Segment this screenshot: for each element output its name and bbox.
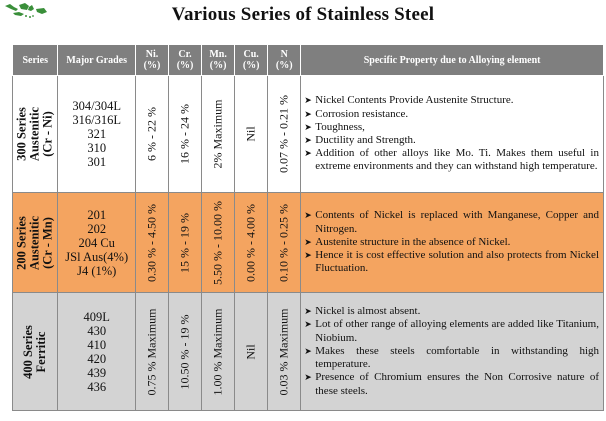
- list-item: ➤ Austenite structure in the absence of N…: [304, 235, 511, 248]
- stainless-steel-table: Series Major Grades Ni. (%) Cr. (%) Mn. (%)…: [11, 44, 604, 411]
- grades-cell: 409L 430 410 420 439 436: [57, 292, 136, 411]
- series-name: 300 Series Austenitic (Cr - Ni): [14, 106, 55, 162]
- series-name: 400 Series Ferritic: [21, 324, 49, 379]
- arrow-bullet-icon: ➤: [304, 210, 312, 221]
- table-row-300-series: 300 Series Austenitic (Cr - Ni) 304/304L 31…: [11, 75, 604, 193]
- series-cell: 400 Series Ferritic: [11, 292, 59, 411]
- list-item: ➤ Toughness,: [304, 120, 365, 133]
- n-cell: 0.03 % Maximum: [267, 292, 302, 411]
- ni-cell: 0.75 % Maximum: [134, 292, 170, 411]
- list-item: ➤ Ductility and Strength.: [304, 134, 416, 146]
- cu-cell: 0.00 % - 4.00 %: [234, 192, 269, 293]
- series-name: 200 Series Austenitic (Cr - Mn): [14, 215, 55, 270]
- mn-cell: 5.50 % - 10.00 %: [201, 192, 236, 293]
- series-cell: 200 Series Austenitic (Cr - Mn): [11, 192, 59, 293]
- ni-cell: 0.30 % - 4.50 %: [134, 192, 170, 293]
- arrow-bullet-icon: ➤: [304, 148, 312, 159]
- cu-cell: Nil: [234, 292, 269, 411]
- property-cell: ➤ Contents of Nickel is replaced with Man…: [300, 192, 604, 293]
- arrow-bullet-icon: ➤: [304, 121, 312, 132]
- header-cr: Cr. (%): [167, 44, 203, 76]
- list-item: ➤ Contents of Nickel is replaced with Man…: [304, 209, 599, 235]
- list-item: ➤ Lot of other range of alloying elements…: [304, 318, 599, 344]
- series-cell: 300 Series Austenitic (Cr - Ni): [11, 75, 59, 193]
- cr-cell: 10.50 % - 19 %: [167, 292, 203, 411]
- arrow-bullet-icon: ➤: [304, 95, 312, 106]
- ni-cell: 6 % - 22 %: [134, 75, 170, 193]
- n-cell: 0.10 % - 0.25 %: [267, 192, 302, 293]
- arrow-bullet-icon: ➤: [304, 135, 312, 145]
- arrow-bullet-icon: ➤: [304, 345, 312, 356]
- header-row: Series Major Grades Ni. (%) Cr. (%) Mn. (%)…: [11, 44, 604, 76]
- header-grades: Major Grades: [57, 44, 136, 76]
- arrow-bullet-icon: ➤: [304, 372, 312, 383]
- property-cell: ➤ Nickel Contents Provide Austenite Struc…: [300, 75, 604, 193]
- cu-cell: Nil: [234, 75, 269, 193]
- n-cell: 0.07 % - 0.21 %: [267, 75, 302, 193]
- mn-cell: 1.00 % Maximum: [201, 292, 236, 411]
- list-item: ➤ Hence it is cost effective solution and…: [304, 249, 599, 275]
- cr-cell: 16 % - 24 %: [167, 75, 203, 193]
- list-item: ➤ Makes these steels comfortable in withs…: [304, 344, 599, 371]
- property-cell: ➤ Nickel is almost absent. ➤ Lot of other …: [300, 292, 604, 411]
- list-item: ➤ Nickel Contents Provide Austenite Struc…: [304, 94, 514, 107]
- list-item: ➤ Corrosion resistance.: [304, 107, 409, 120]
- table-row-400-series: 400 Series Ferritic 409L 430 410 420 439 436 0…: [11, 292, 604, 411]
- header-n: N (%): [267, 44, 302, 76]
- arrow-bullet-icon: ➤: [304, 236, 312, 247]
- list-item: ➤ Nickel is almost absent.: [304, 305, 421, 318]
- cr-cell: 15 % - 19 %: [167, 192, 203, 293]
- arrow-bullet-icon: ➤: [304, 319, 312, 330]
- arrow-bullet-icon: ➤: [304, 108, 312, 119]
- header-cu: Cu. (%): [234, 44, 269, 76]
- grades-cell: 201 202 204 Cu JSl Aus(4%) J4 (1%): [57, 192, 136, 293]
- arrow-bullet-icon: ➤: [304, 250, 312, 261]
- list-item: ➤ Presence of Chromium ensures the Non Co…: [304, 371, 599, 397]
- indonesia-map-logo-icon: [5, 3, 47, 18]
- header-series: Series: [11, 44, 59, 76]
- arrow-bullet-icon: ➤: [304, 306, 312, 317]
- table-row-200-series: 200 Series Austenitic (Cr - Mn) 201 202 204 …: [11, 192, 604, 293]
- header-mn: Mn. (%): [201, 44, 236, 76]
- mn-cell: 2% Maximum: [201, 75, 236, 193]
- list-item: ➤ Addition of other alloys like Mo. Ti. M…: [304, 147, 599, 173]
- grades-cell: 304/304L 316/316L 321 310 301: [57, 75, 136, 193]
- header-ni: Ni. (%): [134, 44, 170, 76]
- header-property: Specific Property due to Alloying elemen…: [300, 44, 604, 76]
- page-title: Various Series of Stainless Steel: [171, 4, 435, 25]
